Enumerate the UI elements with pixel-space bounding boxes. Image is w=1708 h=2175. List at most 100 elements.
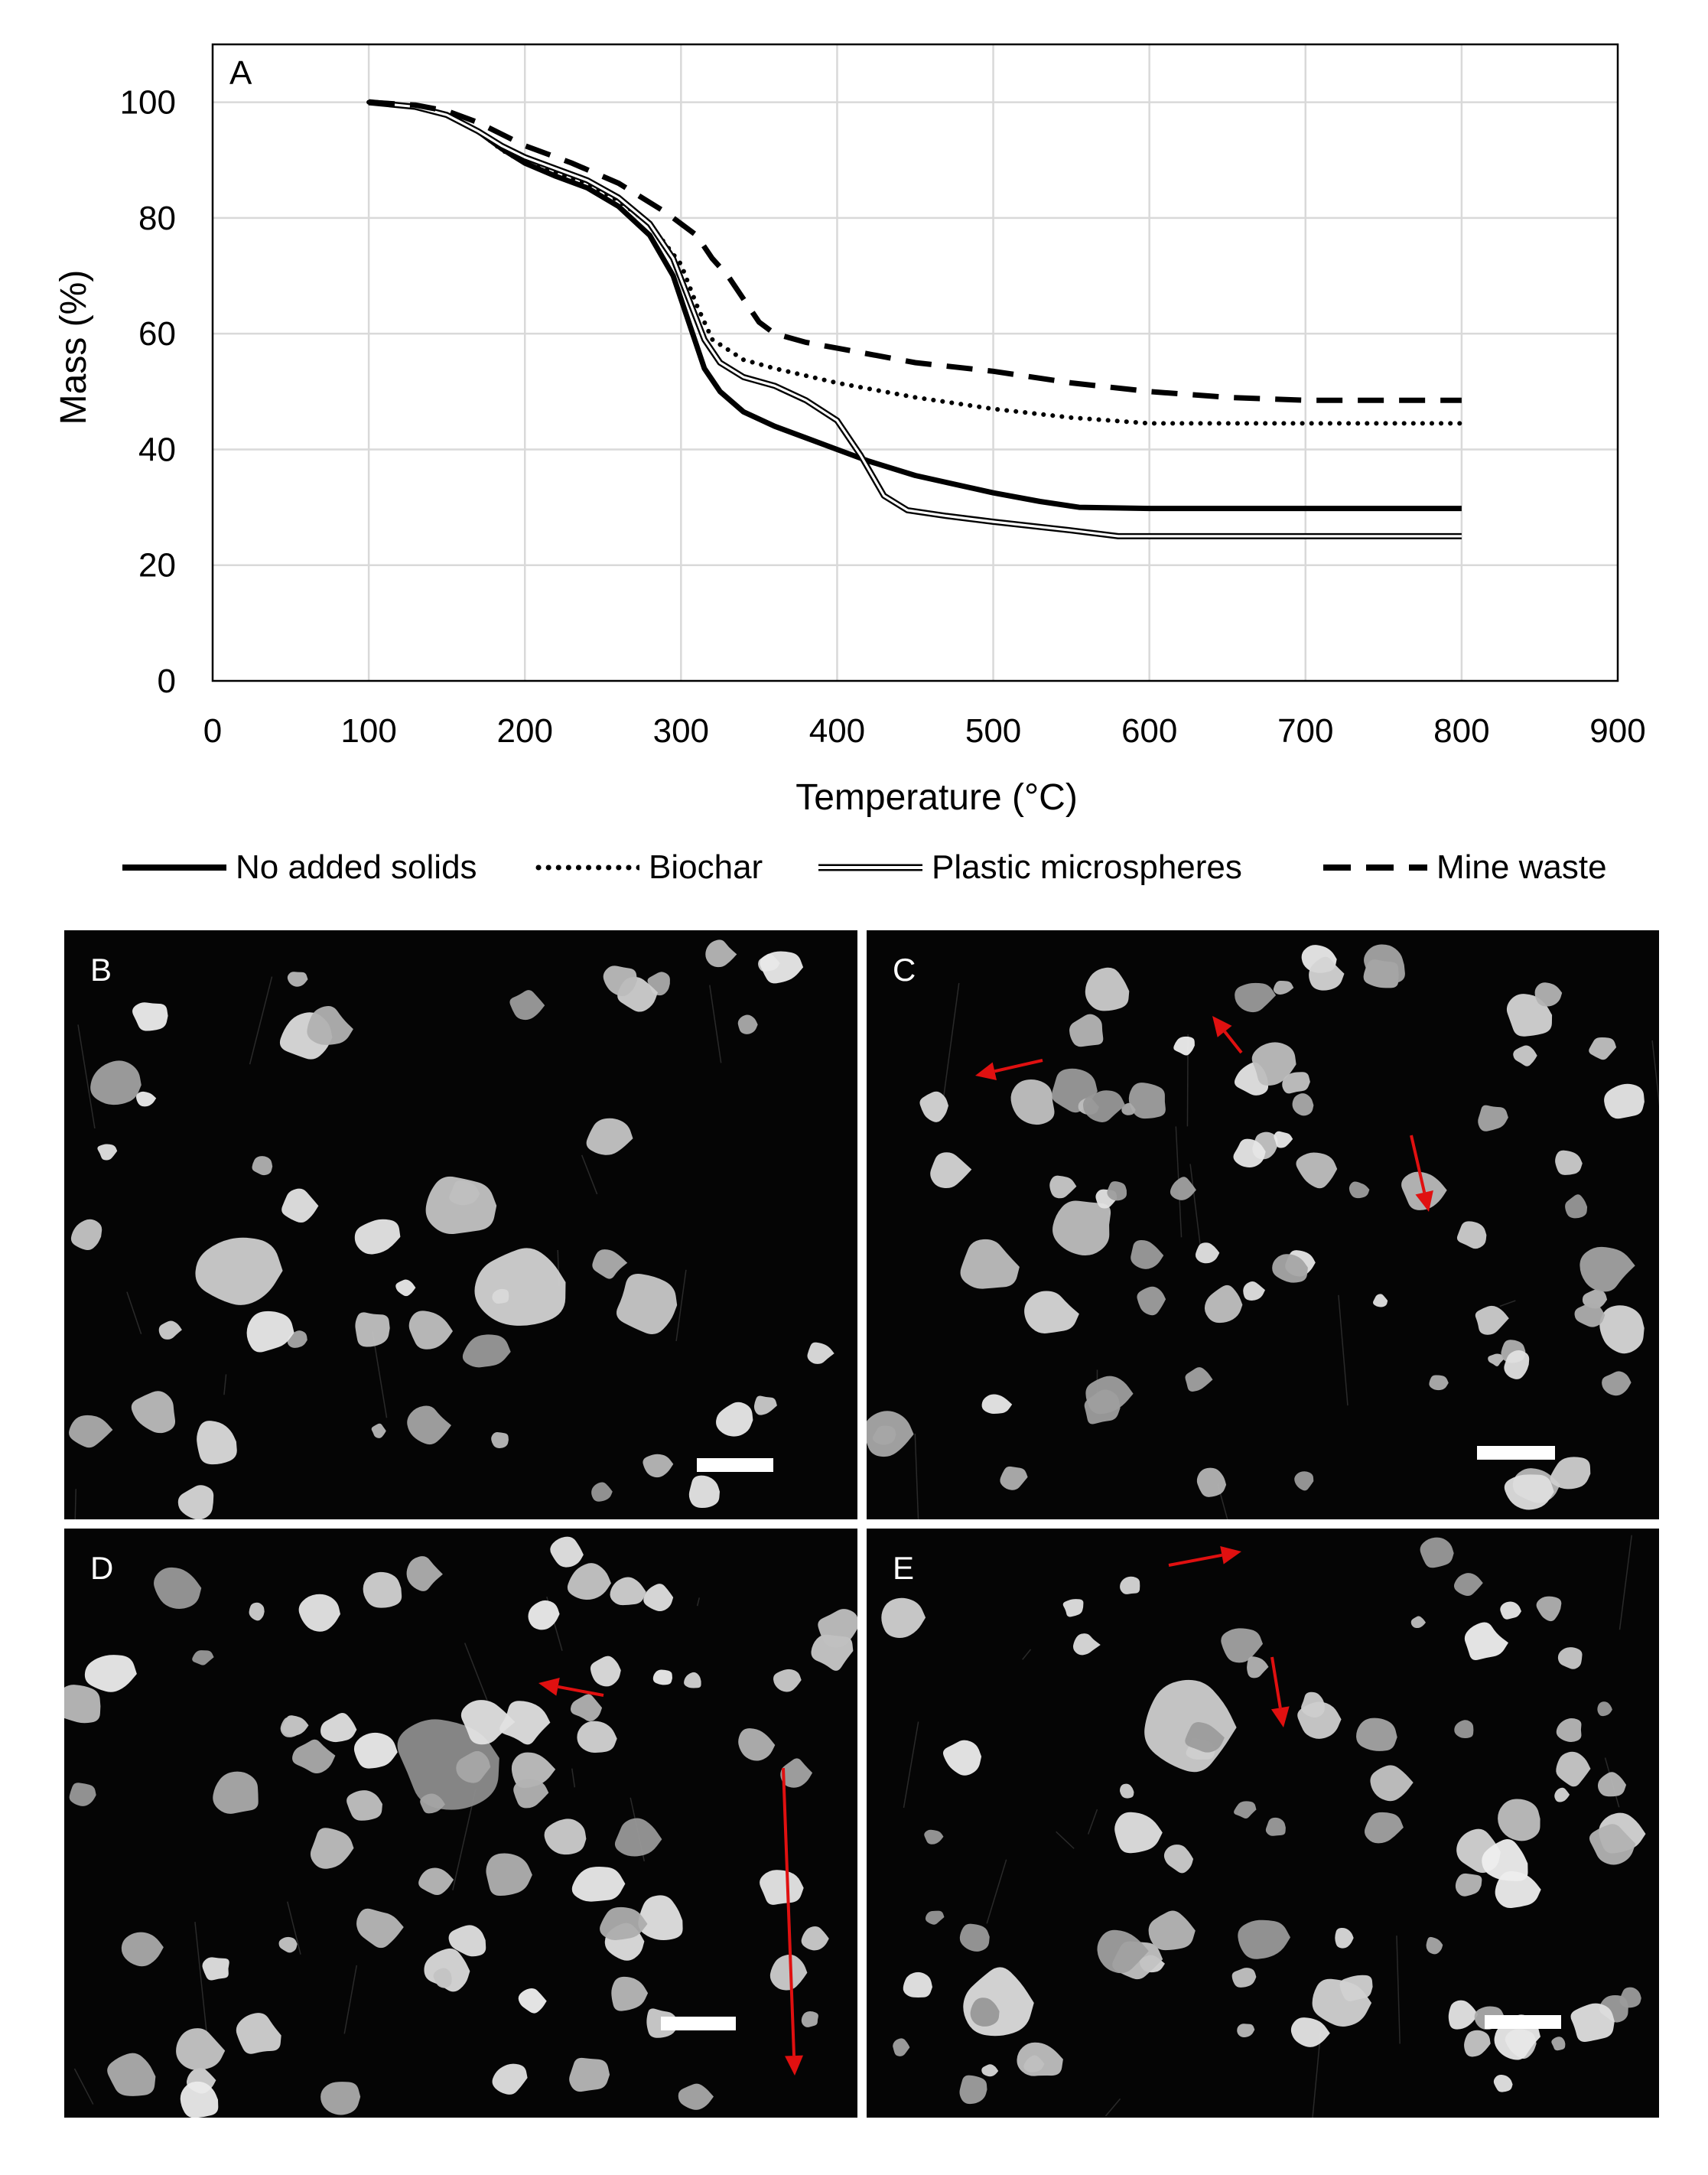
organism-blob — [1114, 1812, 1163, 1854]
organism-blob — [1163, 1845, 1194, 1874]
red-arrow-shaft — [1410, 1135, 1427, 1193]
legend-item-mine-waste: Mine waste — [1323, 845, 1607, 891]
organism-blob — [310, 1828, 354, 1869]
scratch — [1022, 1649, 1032, 1660]
organism-blob — [1570, 2003, 1615, 2042]
organism-blob — [1049, 1175, 1077, 1199]
organism-blob — [1107, 1181, 1127, 1201]
organism-blob — [981, 1394, 1013, 1414]
scratch — [942, 982, 960, 1098]
organism-blob — [1196, 1467, 1227, 1497]
organism-blob — [1426, 1936, 1443, 1955]
legend-item-plastic-microspheres: Plastic microspheres — [818, 845, 1242, 891]
organism-blob — [818, 1609, 857, 1648]
organism-blob — [1120, 1783, 1134, 1799]
red-arrow-shaft — [1270, 1656, 1282, 1708]
organism-blob — [1238, 1919, 1290, 1959]
scale-bar — [1485, 2015, 1561, 2029]
series-line-mine-waste — [368, 99, 1462, 403]
organism-blob — [893, 2038, 910, 2056]
organism-blob — [881, 1597, 926, 1638]
organism-blob — [1121, 1102, 1136, 1115]
organism-blob — [1297, 1701, 1342, 1739]
scratch — [343, 1965, 358, 2034]
organism-blob — [97, 1144, 118, 1161]
organism-blob — [1556, 1751, 1591, 1787]
organism-blob — [780, 1758, 813, 1788]
scale-bar — [1477, 1446, 1555, 1460]
organism-blob — [1534, 982, 1563, 1007]
scale-bar — [661, 2017, 736, 2030]
organism-blob — [1292, 1093, 1314, 1116]
scratch — [194, 1922, 208, 2039]
organism-blob — [69, 1415, 113, 1448]
organism-blob — [528, 1600, 560, 1630]
scratch — [1105, 2098, 1121, 2117]
organism-blob — [1597, 1772, 1627, 1797]
organism-blob — [197, 1421, 237, 1465]
organism-blob — [1498, 1799, 1540, 1841]
organism-blob — [492, 2063, 528, 2095]
organism-blob — [456, 1750, 491, 1783]
organism-blob — [69, 1783, 96, 1806]
organism-blob — [107, 2053, 156, 2096]
x-axis-label: Temperature (°C) — [795, 777, 1078, 818]
red-arrow-head — [1212, 1016, 1232, 1037]
organism-blob — [1120, 1576, 1140, 1594]
organism-blob — [298, 1594, 340, 1632]
scratch — [287, 1901, 301, 1955]
y-axis-label: Mass (%) — [54, 270, 94, 425]
scale-bar — [697, 1458, 773, 1472]
organism-blob — [611, 1976, 649, 2011]
organism-blob — [1010, 1079, 1055, 1125]
organism-blob — [177, 1485, 214, 1519]
organism-blob — [773, 1669, 802, 1692]
y-tick-label: 20 — [138, 547, 176, 584]
organism-blob — [1235, 982, 1277, 1013]
organism-blob — [1456, 1221, 1487, 1249]
x-tick-label: 800 — [1433, 712, 1489, 750]
organism-blob — [1062, 1599, 1084, 1617]
scratch — [74, 1489, 76, 1519]
organism-blob — [1221, 1628, 1263, 1663]
legend-label: Plastic microspheres — [932, 848, 1242, 886]
organism-blob — [121, 1932, 164, 1967]
organism-blob — [509, 990, 545, 1021]
legend-swatch-double — [818, 864, 922, 871]
organism-blob — [511, 1752, 556, 1789]
organism-blob — [960, 1239, 1020, 1289]
organism-blob — [1604, 1083, 1645, 1119]
scratch — [464, 1643, 488, 1701]
organism-blob — [1464, 2030, 1491, 2057]
organism-blob — [567, 1563, 611, 1600]
organism-blob — [195, 1237, 283, 1305]
micrograph-panel-b: B — [64, 930, 857, 1519]
organism-blob — [407, 1405, 451, 1445]
organism-blob — [586, 1118, 633, 1155]
x-tick-label: 900 — [1589, 712, 1645, 750]
scratch — [903, 1721, 919, 1809]
organism-blob — [1602, 1371, 1632, 1396]
organism-blob — [550, 1536, 584, 1568]
scratch — [1499, 1300, 1516, 1307]
organism-blob — [1234, 1801, 1257, 1819]
organism-blob — [903, 1972, 932, 1998]
organism-blob — [643, 1584, 674, 1612]
red-arrow-head — [975, 1062, 997, 1080]
plot-border — [211, 43, 1619, 682]
organism-blob — [84, 1655, 137, 1692]
organism-blob — [1482, 1839, 1528, 1881]
y-tick-label: 100 — [120, 84, 176, 122]
organism-blob — [1233, 1138, 1266, 1167]
organism-blob — [1478, 1105, 1508, 1131]
organism-blob — [460, 1700, 516, 1745]
organism-blob — [577, 1721, 617, 1753]
organism-blob — [486, 1853, 532, 1897]
organism-blob — [202, 1957, 229, 1981]
organism-blob — [1504, 1474, 1554, 1510]
organism-blob — [643, 1454, 674, 1478]
organism-blob — [363, 1571, 402, 1608]
y-tick-label: 80 — [138, 200, 176, 237]
organism-blob — [1272, 1254, 1308, 1283]
organism-blob — [925, 1910, 945, 1925]
